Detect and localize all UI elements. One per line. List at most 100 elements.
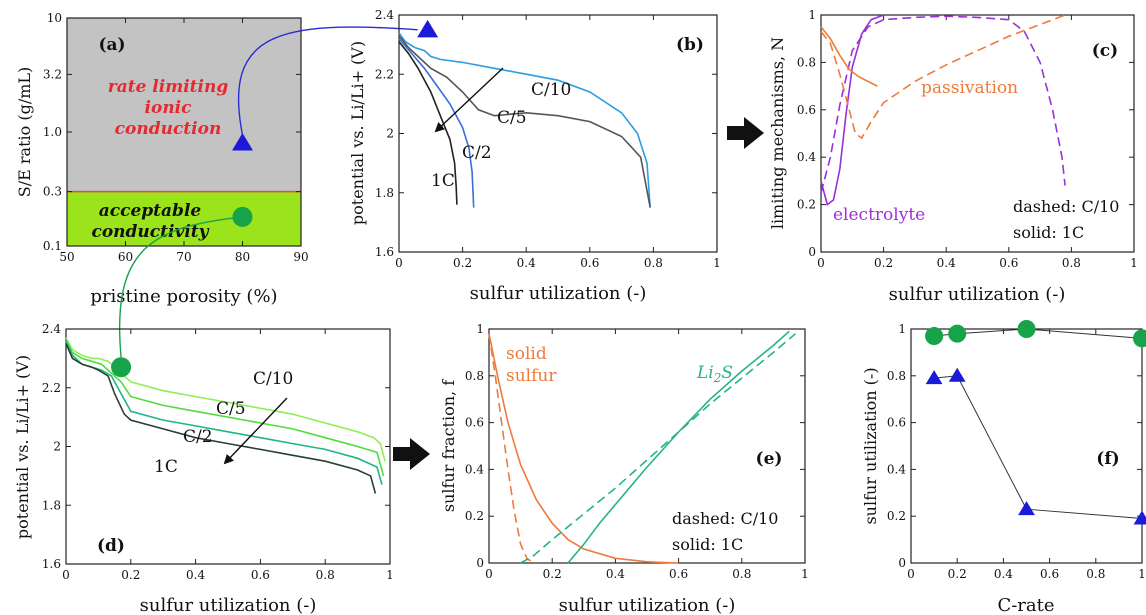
series-label-c2: C/2: [183, 427, 213, 447]
y-tick-label: 1.8: [375, 186, 394, 200]
data-point: [1017, 320, 1036, 338]
series-e: [488, 330, 797, 564]
plot-frame-e: [488, 328, 806, 564]
label-li2s: Li2S: [696, 363, 733, 385]
y-tick-label: 2.2: [375, 67, 394, 81]
y-axis-label-a: S/E ratio (g/mL): [15, 67, 34, 197]
y-tick-label: 0.8: [465, 369, 484, 383]
x-tick-label: 1: [1138, 567, 1146, 581]
y-tick-label: 1.6: [375, 245, 394, 259]
x-tick-label: 60: [118, 250, 133, 264]
x-tick-label: 0.2: [453, 256, 472, 270]
panel-arrow-icon: [727, 117, 764, 149]
panel-a: 50 60 70 80 90 0.1 0.3 1.0 3.2 10 (a) rate limiti…: [15, 11, 309, 307]
region-label-rate: rate limiting: [108, 77, 229, 97]
y-tick-label: 0.6: [465, 416, 484, 430]
y-tick-label: 0.3: [43, 185, 62, 199]
panel-arrow-icon: [393, 438, 430, 470]
y-tick-label: 0.4: [887, 462, 906, 476]
x-tick-label: 0: [817, 256, 825, 270]
y-tick-label: 0.4: [465, 462, 484, 476]
panel-f: 0 0.2 0.4 0.6 0.8 100.20.40.60.81 (f) C-rate …: [861, 320, 1146, 615]
x-tick-label: 0.6: [251, 568, 270, 582]
y-tick-label: 0.6: [887, 416, 906, 430]
series-label-1c: 1C: [154, 457, 178, 477]
data-point: [925, 327, 944, 346]
x-tick-label: 0.2: [874, 256, 893, 270]
x-tick-label: 80: [235, 250, 250, 264]
label-solid-sulfur: sulfur: [506, 366, 557, 386]
y-tick-label: 2.4: [42, 322, 61, 336]
series-d: [65, 337, 386, 494]
label-passivation: passivation: [921, 78, 1018, 98]
panel-label-c: (c): [1092, 41, 1118, 61]
legend-solid: solid: 1C: [1013, 223, 1084, 242]
triangle-marker: [232, 133, 253, 151]
x-tick-label: 0.2: [948, 567, 967, 581]
y-tick-label: 0.4: [797, 150, 816, 164]
region-label-acceptable: conductivity: [91, 222, 209, 242]
series-f: [925, 320, 1146, 525]
series-line: [398, 38, 475, 208]
y-tick-label: 0: [476, 556, 484, 570]
x-tick-label: 1: [801, 567, 809, 581]
connector-blue: [237, 26, 418, 136]
y-tick-label: 1: [808, 8, 816, 22]
series-line: [488, 333, 679, 564]
panel-d: 0 0.2 0.4 0.6 0.8 1 1.6 1.8 2 2.2 2.4 (d) C/10 C/5…: [13, 322, 394, 615]
ticks-c: 0 0.2 0.4 0.6 0.8 1 0 0.2 0.4 0.6 0.8 1: [797, 8, 1138, 270]
x-tick-label: 0.6: [999, 256, 1018, 270]
y-tick-label: 1.6: [42, 557, 61, 571]
x-tick-label: 0.6: [669, 567, 688, 581]
y-tick-label: 1: [476, 322, 484, 336]
x-tick-label: 0.4: [186, 568, 205, 582]
label-electrolyte: electrolyte: [833, 205, 925, 225]
data-point: [948, 324, 967, 343]
legend-dashed: dashed: C/10: [1013, 197, 1119, 216]
panel-label-a: (a): [98, 35, 125, 55]
x-tick-label: 1: [386, 568, 394, 582]
series-line: [820, 15, 1066, 194]
x-tick-label: 50: [59, 250, 74, 264]
series-b: [398, 32, 651, 208]
y-tick-label: 0.8: [797, 55, 816, 69]
plot-frame-c: [820, 14, 1135, 253]
panel-label-f: (f): [1096, 449, 1119, 469]
legend-solid: solid: 1C: [672, 535, 743, 554]
panel-label-e: (e): [756, 449, 783, 469]
y-tick-label: 3.2: [43, 67, 62, 81]
series-line: [567, 330, 790, 564]
x-axis-label-b: sulfur utilization (-): [470, 283, 647, 304]
x-tick-label: 0.2: [543, 567, 562, 581]
y-tick-label: 0.1: [43, 239, 62, 253]
ticks-d: 0 0.2 0.4 0.6 0.8 1 1.6 1.8 2 2.2 2.4: [42, 322, 394, 582]
x-axis-label-c: sulfur utilization (-): [889, 284, 1066, 305]
y-tick-label: 1: [898, 322, 906, 336]
series-line: [398, 41, 458, 205]
panel-c: 0 0.2 0.4 0.6 0.8 1 0 0.2 0.4 0.6 0.8 1 (c) passiva…: [768, 8, 1138, 305]
region-label-acceptable: acceptable: [99, 201, 202, 221]
series-line: [820, 26, 878, 87]
y-tick-label: 2.2: [42, 381, 61, 395]
x-tick-label: 1: [1130, 256, 1138, 270]
x-tick-label: 0.8: [1086, 567, 1105, 581]
x-tick-label: 0.4: [937, 256, 956, 270]
panel-e: 0 0.2 0.4 0.6 0.8 1 0 0.2 0.4 0.6 0.8 1 (e) solid s…: [439, 322, 809, 615]
label-solid-sulfur: solid: [506, 344, 547, 364]
y-tick-label: 2: [53, 440, 61, 454]
plot-frame-f: [910, 328, 1143, 564]
x-axis-label-d: sulfur utilization (-): [140, 595, 317, 615]
data-point: [948, 367, 966, 382]
y-tick-label: 0.2: [887, 509, 906, 523]
ticks-e: 0 0.2 0.4 0.6 0.8 1 0 0.2 0.4 0.6 0.8 1: [465, 322, 809, 581]
connector-line: [934, 375, 1143, 519]
x-tick-label: 0.6: [1040, 567, 1059, 581]
connector-green: [119, 216, 243, 358]
series-line: [398, 32, 651, 208]
series-label-c5: C/5: [497, 108, 527, 128]
x-tick-label: 0.4: [994, 567, 1013, 581]
data-point: [1133, 510, 1146, 525]
ticks-b: 0 0.2 0.4 0.6 0.8 1 1.6 1.8 2 2.2 2.4: [375, 8, 721, 270]
series-line: [820, 14, 884, 206]
